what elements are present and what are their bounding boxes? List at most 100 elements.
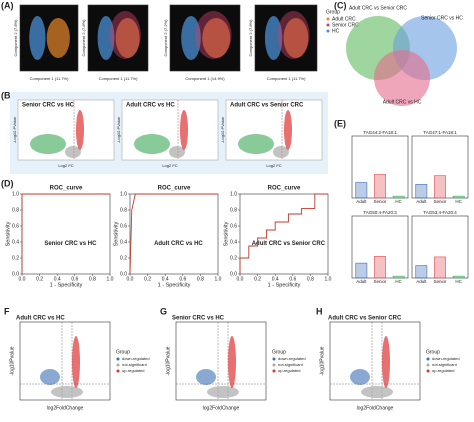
y-tick-label: 0.0 xyxy=(230,271,237,277)
axis-label: -Log10 PValue xyxy=(116,116,121,143)
axis-label: Component 2 (7.8%) xyxy=(81,19,86,57)
plot-title: TAG44:2-FA18:1 xyxy=(363,130,397,135)
y-tick-label: 0.8 xyxy=(230,207,237,213)
axis-label: Log2 FC xyxy=(266,163,281,168)
cloud-down xyxy=(30,134,66,154)
x-tick-label: 0.0 xyxy=(237,276,244,282)
axis-label: Component 2 (7.8%) xyxy=(13,19,18,57)
panel-label: (C) xyxy=(334,0,347,10)
plot-title: Adult CRC vs Senior CRC xyxy=(328,316,402,322)
x-tick-label: Senior xyxy=(373,199,387,204)
legend-title: Group xyxy=(116,349,130,355)
panel-label: (D) xyxy=(1,178,14,188)
bar xyxy=(415,265,428,279)
cloud-down xyxy=(238,134,274,154)
plot-title: Adult CRC vs HC xyxy=(16,316,65,322)
legend-swatch xyxy=(116,369,120,373)
annotation: Adult CRC vs HC xyxy=(154,241,203,247)
legend-item: Senior CRC xyxy=(332,22,359,28)
panel-label: H xyxy=(316,306,323,316)
group-cloud xyxy=(46,18,70,58)
y-tick-label: 0.2 xyxy=(12,255,19,261)
cloud-up xyxy=(382,336,390,388)
axis-label: -log10Pvalue xyxy=(9,346,15,375)
y-tick-label: 0.2 xyxy=(230,255,237,261)
x-tick-label: 0.2 xyxy=(36,276,43,282)
x-tick-label: HC xyxy=(395,199,402,204)
cloud-ns xyxy=(65,146,81,158)
plot-area xyxy=(21,193,111,275)
legend-swatch xyxy=(116,357,120,361)
venn-label: Adult CRC vs HC xyxy=(383,99,422,105)
x-tick-label: Adult xyxy=(356,199,367,204)
legend-item: Adult CRC xyxy=(332,16,356,22)
legend-title: Group xyxy=(326,9,340,15)
axis-label: log2FoldChange xyxy=(357,405,394,411)
x-tick-label: 0.2 xyxy=(144,276,151,282)
cloud-up xyxy=(228,336,236,388)
roc-curve xyxy=(129,193,218,275)
annotation: Adult CRC vs Senior CRC xyxy=(252,241,326,247)
plot-area xyxy=(239,193,329,275)
legend-swatch xyxy=(426,357,430,361)
y-tick-label: 0.4 xyxy=(12,239,19,245)
x-tick-label: 1.0 xyxy=(215,276,222,282)
cloud-down xyxy=(196,369,216,385)
x-tick-label: Senior xyxy=(433,279,447,284)
axis-label: Component 2 (7.2%) xyxy=(163,19,168,57)
plot-area xyxy=(329,321,421,401)
legend-item: down-regulated xyxy=(122,356,150,361)
plot-area xyxy=(19,321,111,401)
x-tick-label: HC xyxy=(455,199,462,204)
x-tick-label: 0.6 xyxy=(289,276,296,282)
group-cloud xyxy=(202,18,231,58)
group-cloud xyxy=(283,18,309,58)
group-cloud xyxy=(109,11,141,59)
group-cloud xyxy=(264,16,283,60)
y-tick-label: 0.6 xyxy=(120,223,127,229)
axis-label: Component 1 (11.7%) xyxy=(267,76,307,81)
venn-set xyxy=(374,50,430,106)
y-tick-label: 0.8 xyxy=(120,207,127,213)
x-tick-label: 0.8 xyxy=(307,276,314,282)
y-tick-label: 1.0 xyxy=(120,191,127,197)
cloud-down xyxy=(350,369,370,385)
axis-label: -log10Pvalue xyxy=(319,346,325,375)
y-tick-label: 0.6 xyxy=(230,223,237,229)
legend-swatch xyxy=(116,363,120,367)
legend-swatch xyxy=(272,357,276,361)
x-tick-label: Adult xyxy=(416,199,427,204)
legend-item: up-regulated xyxy=(278,368,300,373)
cloud-up xyxy=(284,110,292,150)
plot-area xyxy=(175,321,267,401)
cloud-ns xyxy=(51,386,83,398)
legend-item: not-significant xyxy=(278,362,304,367)
panel-label: (B) xyxy=(1,90,14,100)
cloud-down xyxy=(134,134,170,154)
x-tick-label: 0.4 xyxy=(272,276,279,282)
bar xyxy=(374,174,386,199)
roc-curve xyxy=(239,193,328,274)
legend-swatch xyxy=(326,17,330,21)
panel-label: (A) xyxy=(1,0,14,10)
axis-label: Component 1 (11.7%) xyxy=(99,76,139,81)
plot-title: TAG47:1-FA18:1 xyxy=(423,130,457,135)
group-cloud xyxy=(115,18,140,58)
legend-item: not-significant xyxy=(432,362,458,367)
bar xyxy=(392,195,405,199)
axis-label: Sensitivity xyxy=(113,221,119,246)
axis-label: -Log10 PValue xyxy=(12,116,17,143)
axis-label: Component 1 (14.9%) xyxy=(185,76,225,81)
x-tick-label: 0.2 xyxy=(254,276,261,282)
axis-label: Sensitivity xyxy=(5,221,11,246)
axis-label: log2FoldChange xyxy=(47,405,84,411)
legend-item: down-regulated xyxy=(278,356,306,361)
group-cloud xyxy=(97,16,115,60)
axis-label: Log2 FC xyxy=(58,163,73,168)
x-tick-label: Senior xyxy=(433,199,447,204)
axis-label: -Log10 PValue xyxy=(220,116,225,143)
plot-title: Adult CRC vs Senior CRC xyxy=(230,103,304,109)
y-tick-label: 0.2 xyxy=(120,255,127,261)
annotation: Senior CRC vs HC xyxy=(44,241,97,247)
